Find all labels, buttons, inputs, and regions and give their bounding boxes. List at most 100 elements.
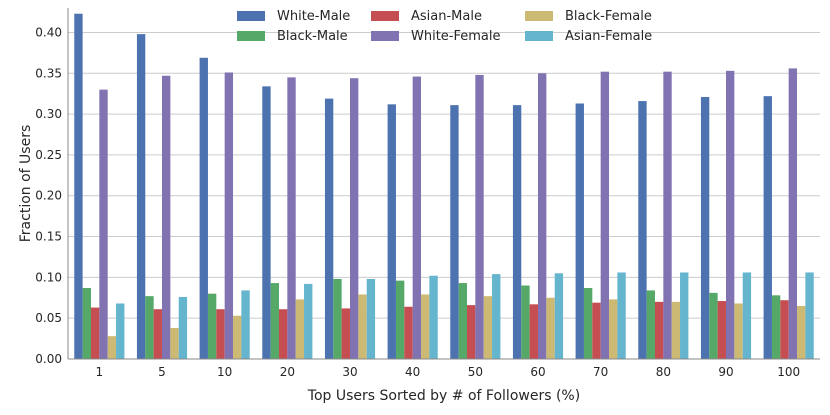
bar-white-male-70 xyxy=(575,103,584,359)
bar-white-female-5 xyxy=(162,75,171,359)
bar-white-male-90 xyxy=(700,96,710,359)
bar-asian-male-100 xyxy=(780,300,789,359)
x-tick-label: 60 xyxy=(530,365,545,379)
bar-black-female-40 xyxy=(421,294,430,359)
bar-black-female-50 xyxy=(483,296,493,359)
bar-asian-male-10 xyxy=(216,309,225,359)
legend-swatch xyxy=(525,11,553,21)
bar-black-male-1 xyxy=(82,287,91,359)
legend-label: White-Female xyxy=(411,29,501,44)
bar-black-female-100 xyxy=(797,305,806,359)
legend-label: Asian-Female xyxy=(565,29,652,44)
bar-asian-male-50 xyxy=(466,305,476,359)
bar-asian-male-90 xyxy=(717,301,726,359)
bar-asian-female-20 xyxy=(304,283,313,359)
legend: White-Male Black-Male Asian-Male White-Fema… xyxy=(237,9,652,44)
x-tick-label: 1 xyxy=(96,365,104,379)
legend-swatch xyxy=(525,31,553,41)
bar-white-female-20 xyxy=(287,77,296,359)
bar-white-female-40 xyxy=(412,76,422,359)
bar-white-female-10 xyxy=(224,72,234,359)
bar-black-male-5 xyxy=(145,296,154,359)
bar-black-female-70 xyxy=(609,299,618,359)
bar-black-female-90 xyxy=(734,303,743,359)
bar-black-male-30 xyxy=(333,279,342,359)
bar-asian-male-70 xyxy=(592,302,601,359)
bar-white-female-90 xyxy=(726,70,735,359)
bar-black-female-10 xyxy=(233,315,242,359)
x-axis-title: Top Users Sorted by # of Followers (%) xyxy=(307,388,580,404)
legend-label: Black-Female xyxy=(565,9,652,24)
bar-asian-male-40 xyxy=(404,306,413,359)
bar-white-female-100 xyxy=(788,68,798,359)
bar-white-male-1 xyxy=(74,13,83,359)
x-tick-label: 30 xyxy=(342,365,357,379)
legend-label: Black-Male xyxy=(277,29,348,44)
bar-asian-male-80 xyxy=(654,301,664,359)
bar-white-male-100 xyxy=(763,96,772,359)
bar-asian-male-5 xyxy=(153,309,162,359)
bar-white-male-50 xyxy=(450,105,459,359)
bar-white-female-80 xyxy=(663,71,672,359)
bar-asian-male-1 xyxy=(90,307,100,359)
bar-black-male-80 xyxy=(646,290,655,359)
legend-label: White-Male xyxy=(277,9,350,24)
x-tick-label: 5 xyxy=(158,365,166,379)
bar-white-female-50 xyxy=(475,74,484,360)
bar-black-male-50 xyxy=(458,283,467,359)
gridlines xyxy=(68,31,820,360)
bar-asian-female-80 xyxy=(680,272,689,359)
bar-black-male-20 xyxy=(270,283,279,359)
x-tick-label: 40 xyxy=(405,365,420,379)
bar-asian-female-40 xyxy=(429,275,438,359)
bar-white-male-10 xyxy=(199,57,208,359)
bar-black-female-80 xyxy=(671,301,681,359)
bar-white-female-30 xyxy=(350,78,359,359)
legend-swatch xyxy=(371,11,399,21)
bar-asian-female-5 xyxy=(178,296,188,359)
y-tick-label: 0.15 xyxy=(35,230,62,244)
y-tick-label: 0.20 xyxy=(35,189,62,203)
bar-black-male-90 xyxy=(709,292,718,359)
bar-white-female-60 xyxy=(538,73,547,360)
legend-swatch xyxy=(371,31,399,41)
x-tick-label: 80 xyxy=(656,365,671,379)
bar-asian-male-30 xyxy=(341,308,350,359)
bar-asian-female-30 xyxy=(366,279,376,359)
bar-white-male-40 xyxy=(387,104,396,360)
bar-black-female-1 xyxy=(107,336,117,359)
bar-asian-female-60 xyxy=(554,273,564,359)
bar-asian-female-70 xyxy=(617,272,626,359)
bar-black-male-70 xyxy=(583,287,593,359)
bar-black-male-100 xyxy=(771,295,781,359)
x-tick-label: 90 xyxy=(718,365,733,379)
bar-asian-female-90 xyxy=(742,272,752,359)
bar-white-male-30 xyxy=(324,98,334,359)
x-tick-label: 20 xyxy=(280,365,295,379)
y-tick-label: 0.05 xyxy=(35,311,62,325)
y-tick-label: 0.00 xyxy=(35,352,62,366)
x-tick-label: 100 xyxy=(777,365,800,379)
x-tick-label: 10 xyxy=(217,365,232,379)
bar-asian-female-50 xyxy=(492,274,501,359)
bar-asian-male-20 xyxy=(278,309,288,359)
y-tick-label: 0.40 xyxy=(35,25,62,39)
legend-swatch xyxy=(237,11,265,21)
y-tick-label: 0.35 xyxy=(35,66,62,80)
bar-asian-female-100 xyxy=(805,272,814,359)
bar-black-female-20 xyxy=(295,299,305,359)
x-tick-label: 50 xyxy=(468,365,483,379)
bar-black-male-10 xyxy=(207,293,217,359)
bar-black-female-5 xyxy=(170,327,179,359)
y-tick-label: 0.25 xyxy=(35,148,62,162)
bar-black-female-30 xyxy=(358,294,367,359)
x-tick-label: 70 xyxy=(593,365,608,379)
bar-white-male-80 xyxy=(638,101,647,359)
bar-white-female-70 xyxy=(600,71,610,359)
bar-black-male-60 xyxy=(521,285,530,359)
y-tick-label: 0.30 xyxy=(35,107,62,121)
y-axis-title: Fraction of Users xyxy=(18,125,34,242)
bar-asian-female-1 xyxy=(116,303,125,359)
